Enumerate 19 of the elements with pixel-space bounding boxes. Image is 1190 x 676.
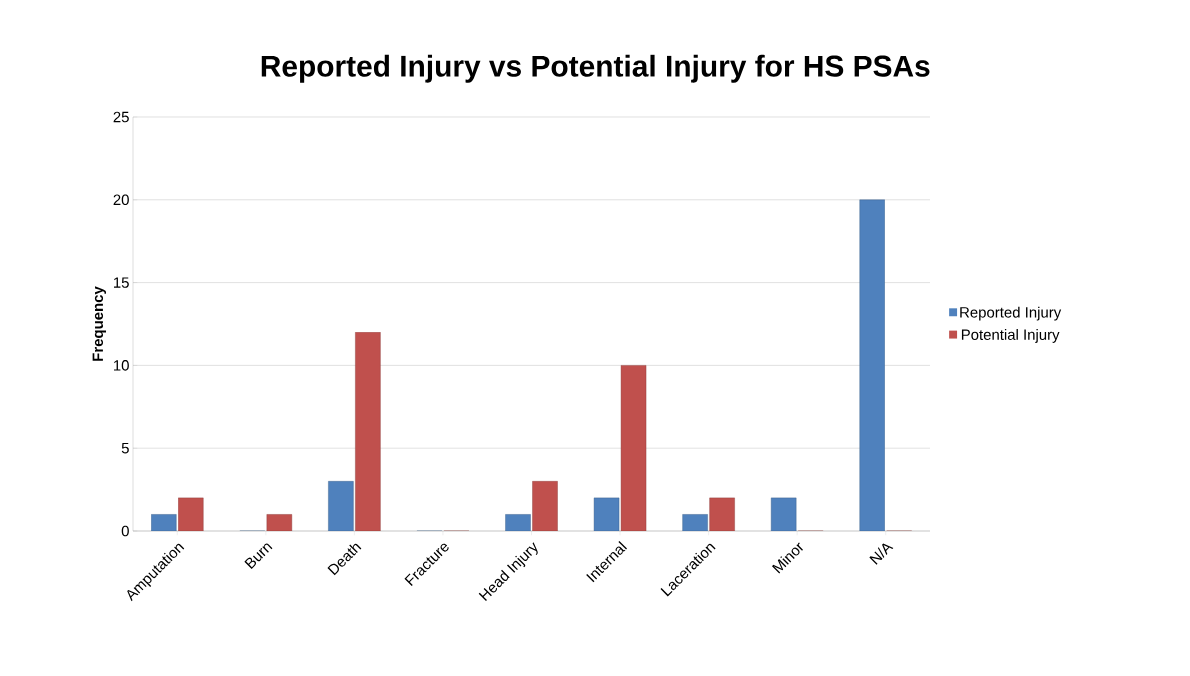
y-axis-title: Frequency (92, 286, 107, 361)
y-tick-label: 25 (113, 111, 129, 123)
y-tick-label: 10 (114, 360, 129, 371)
y-tick-label: 5 (121, 442, 129, 454)
bar (620, 365, 647, 531)
bar (770, 497, 797, 531)
legend-label: Reported Injury (960, 306, 1062, 321)
bar (859, 199, 885, 531)
bar (178, 497, 204, 531)
legend-label: Potential Injury (961, 328, 1060, 343)
y-tick-label: 15 (114, 277, 129, 288)
chart-title: Reported Injury vs Potential Injury for HS PSAs (261, 54, 930, 83)
x-tick-label: N/A (869, 543, 894, 565)
bar (709, 497, 735, 531)
y-tick-label: 0 (121, 525, 129, 537)
bar (532, 481, 558, 531)
bar (328, 481, 354, 531)
bar (355, 332, 381, 531)
y-tick-label: 20 (113, 194, 129, 206)
